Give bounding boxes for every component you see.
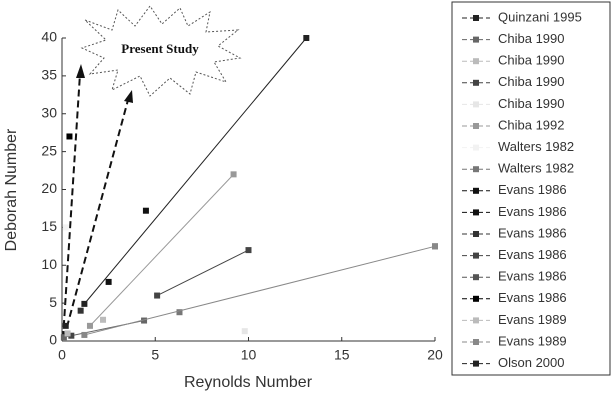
- legend-label: Evans 1986: [498, 182, 567, 197]
- legend-label: Chiba 1990: [498, 53, 565, 68]
- legend-label: Evans 1986: [498, 269, 567, 284]
- marker: [176, 309, 183, 316]
- y-tick-label: 30: [41, 104, 57, 120]
- series-line: [156, 249, 249, 296]
- x-tick-label: 0: [58, 347, 66, 363]
- annotation: Present Study: [121, 41, 199, 56]
- marker: [230, 171, 237, 178]
- legend-marker: [473, 209, 479, 216]
- y-tick-label: 20: [41, 180, 57, 196]
- legend-marker: [473, 101, 479, 108]
- marker: [100, 316, 107, 323]
- starburst: [80, 5, 242, 97]
- legend-marker: [473, 339, 479, 345]
- legend-marker: [473, 360, 479, 367]
- marker: [64, 330, 71, 337]
- marker: [142, 207, 149, 214]
- marker: [68, 332, 75, 339]
- legend-label: Evans 1989: [498, 312, 567, 327]
- marker: [141, 317, 148, 324]
- y-axis-label: Deborah Number: [3, 128, 20, 251]
- marker: [245, 247, 252, 254]
- legend-label: Chiba 1990: [498, 31, 565, 46]
- marker: [81, 331, 88, 338]
- legend-label: Evans 1986: [498, 247, 567, 262]
- x-axis-label: Reynolds Number: [184, 374, 313, 391]
- legend-marker: [473, 274, 479, 281]
- series-line: [89, 174, 234, 327]
- arrow: [63, 99, 129, 339]
- legend-marker: [473, 317, 479, 324]
- legend-label: Evans 1986: [498, 204, 567, 219]
- legend-marker: [473, 231, 479, 237]
- marker: [62, 322, 69, 329]
- legend-marker: [473, 187, 479, 194]
- legend-label: Walters 1982: [498, 161, 574, 176]
- y-tick-label: 10: [41, 256, 57, 272]
- legend-marker: [473, 166, 479, 173]
- legend-label: Chiba 1990: [498, 96, 565, 111]
- marker: [77, 307, 84, 314]
- marker: [81, 300, 88, 307]
- arrowhead: [124, 90, 133, 103]
- y-tick-label: 25: [41, 142, 57, 158]
- legend-marker: [473, 15, 479, 21]
- y-tick-label: 0: [49, 332, 57, 348]
- x-tick-label: 15: [334, 347, 350, 363]
- legend-label: Chiba 1990: [498, 74, 565, 89]
- legend-label: Walters 1982: [498, 139, 574, 154]
- y-tick-label: 35: [41, 67, 57, 83]
- legend-marker: [473, 58, 479, 65]
- marker: [62, 224, 69, 231]
- marker: [60, 334, 67, 341]
- marker: [303, 35, 310, 41]
- series-line: [84, 245, 436, 336]
- legend-label: Evans 1986: [498, 225, 567, 240]
- arrow: [62, 73, 81, 339]
- legend-label: Evans 1989: [498, 333, 567, 348]
- legend-marker: [473, 252, 479, 259]
- marker: [105, 278, 112, 285]
- legend-marker: [473, 295, 479, 302]
- y-tick-label: 40: [41, 29, 57, 45]
- legend-marker: [473, 79, 479, 86]
- marker: [241, 328, 248, 335]
- legend-label: Chiba 1992: [498, 117, 565, 132]
- marker: [432, 243, 438, 250]
- x-tick-label: 20: [427, 347, 443, 363]
- legend-label: Evans 1986: [498, 290, 567, 305]
- marker: [154, 292, 161, 299]
- legend-marker: [473, 144, 479, 151]
- marker: [66, 133, 73, 140]
- legend-marker: [473, 36, 479, 43]
- legend-label: Olson 2000: [498, 355, 565, 370]
- arrowhead: [76, 64, 85, 78]
- x-tick-label: 5: [151, 347, 159, 363]
- legend-marker: [473, 123, 479, 129]
- marker: [86, 322, 93, 329]
- y-tick-label: 5: [49, 294, 57, 310]
- legend-box: [451, 1, 611, 376]
- legend-label: Quinzani 1995: [498, 9, 582, 24]
- y-tick-label: 15: [41, 218, 57, 234]
- series-line: [83, 37, 307, 305]
- x-tick-label: 10: [241, 347, 257, 363]
